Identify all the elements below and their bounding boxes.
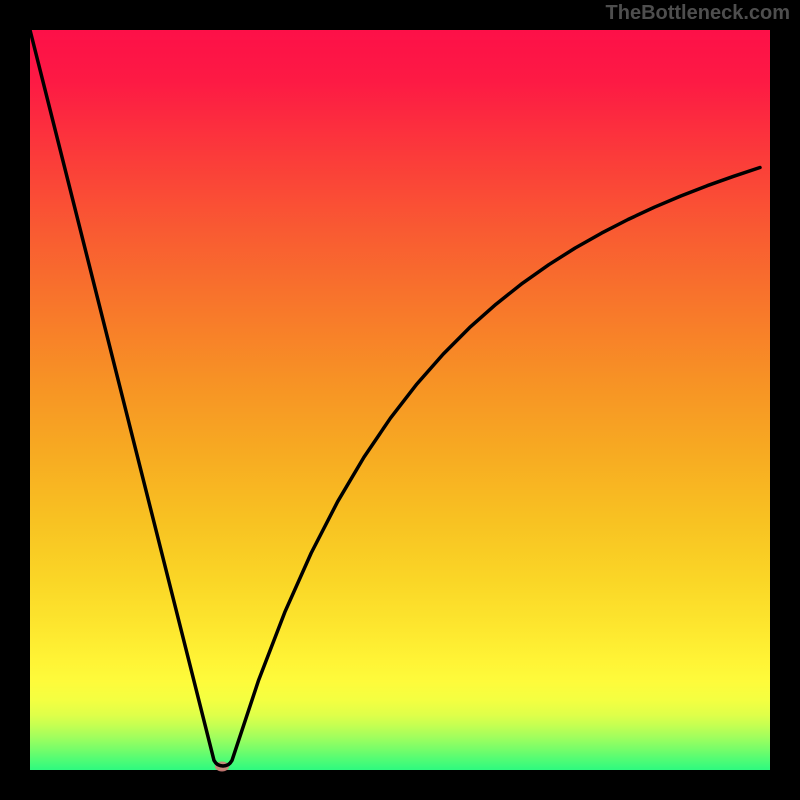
chart-container: TheBottleneck.com bbox=[0, 0, 800, 800]
bottleneck-chart bbox=[0, 0, 800, 800]
plot-area bbox=[30, 30, 770, 770]
attribution-text: TheBottleneck.com bbox=[606, 2, 790, 25]
